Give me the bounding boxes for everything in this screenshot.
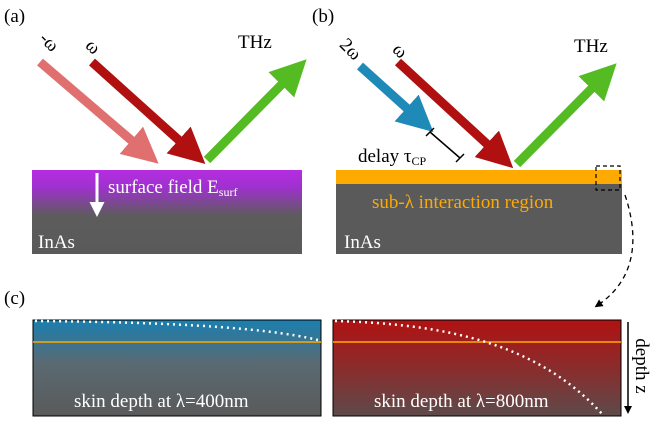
panel-label: (a) — [4, 6, 25, 27]
caption: skin depth at λ=800nm — [374, 391, 549, 412]
axis-label: depth z — [631, 338, 652, 393]
beam-label: THz — [574, 36, 608, 57]
beam — [92, 62, 192, 152]
interaction-layer — [336, 170, 622, 184]
beam-label: -ω — [35, 28, 63, 56]
material: InAs — [344, 232, 381, 253]
delay-label: delay τCP — [358, 146, 427, 168]
region-label: sub-λ interaction region — [372, 192, 554, 213]
panel-label: (c) — [4, 288, 25, 309]
beam-label: ω — [81, 35, 105, 59]
beam-label: THz — [238, 32, 272, 53]
material: InAs — [38, 232, 75, 253]
figure: (a) -ω ω THz surface field Esurf InAs (b… — [0, 0, 659, 436]
beam-label: ω — [388, 39, 412, 63]
beam — [207, 72, 294, 160]
delay-bar — [426, 128, 464, 162]
field-label: surface field Esurf — [108, 177, 237, 199]
beam — [517, 76, 604, 164]
beam-label: 2ω — [335, 34, 365, 64]
caption: skin depth at λ=400nm — [74, 391, 249, 412]
panel-label: (b) — [312, 6, 334, 27]
beam — [40, 62, 145, 152]
